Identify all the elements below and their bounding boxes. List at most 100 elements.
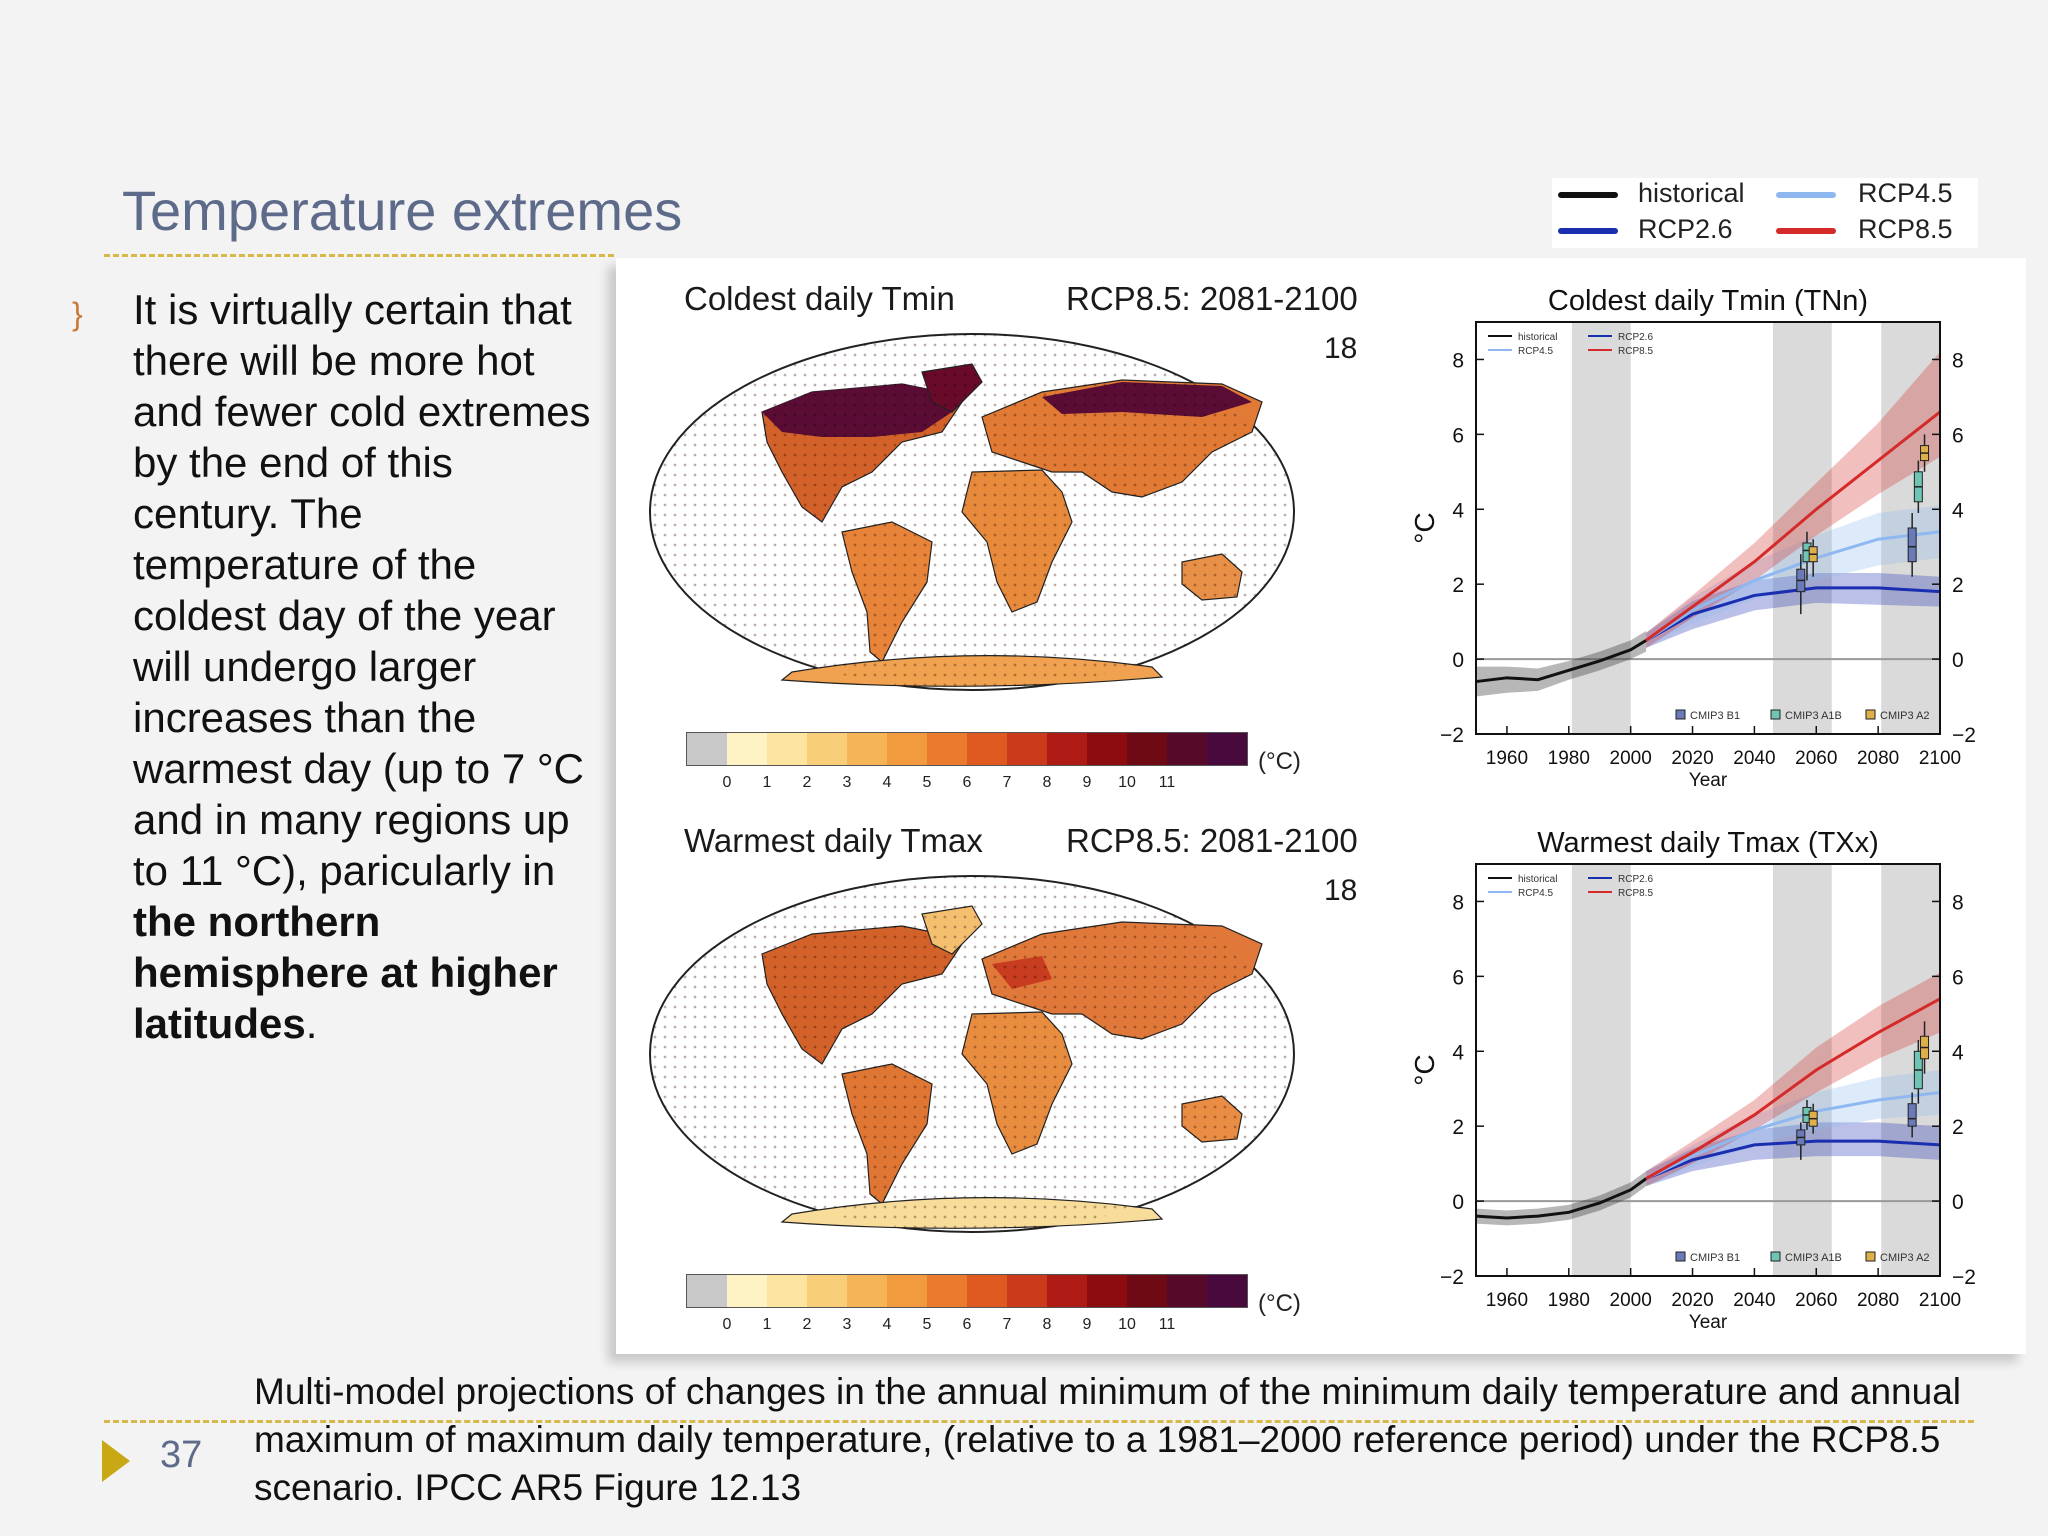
body-text-end: .	[305, 1000, 318, 1047]
box-legend-label: CMIP3 A2	[1880, 1252, 1930, 1264]
colorbar-swatch	[1207, 1275, 1247, 1307]
series-line	[1475, 1177, 1648, 1220]
colorbar-swatch	[1047, 733, 1087, 765]
y-tick-label-right: −2	[1952, 724, 1976, 747]
colorbar-swatch	[927, 1275, 967, 1307]
colorbar-tick-label: 8	[1042, 1316, 1052, 1333]
colorbar-swatch	[1167, 733, 1207, 765]
x-tick-label: 2040	[1733, 1290, 1775, 1311]
plot-frame	[1475, 863, 1941, 1277]
x-tick-label: 2000	[1610, 1290, 1652, 1311]
box-plot	[1907, 1103, 1917, 1127]
y-tick-label-right: −2	[1952, 1266, 1976, 1289]
series-legend: historical RCP2.6 RCP4.5 RCP8.5	[1552, 178, 1978, 248]
x-tick-label: 2100	[1919, 1290, 1961, 1311]
box-legend-label: CMIP3 B1	[1690, 710, 1740, 722]
y-tick-label: 0	[1452, 1191, 1464, 1214]
colorbar-swatch	[847, 733, 887, 765]
legend-historical-swatch	[1558, 192, 1618, 198]
y-tick-label: 6	[1452, 966, 1464, 989]
slide-title: Temperature extremes	[122, 179, 683, 242]
series-line	[1475, 639, 1647, 684]
colorbar-swatch	[727, 733, 767, 765]
x-tick-label: 1980	[1548, 1290, 1590, 1311]
box-legend-swatch	[1770, 1251, 1781, 1262]
colorbar-swatch	[687, 733, 727, 765]
colorbar-tick-label: 0	[722, 774, 732, 791]
x-tick-label: 2060	[1795, 748, 1837, 769]
reference-period-band	[1772, 864, 1832, 1276]
chart-warmest-txx: Warmest daily Tmax (TXx) −2 −2 0 0 2 2 4 4 6 6 8 8 19…	[1410, 827, 1976, 1333]
inner-legend-label: historical	[1518, 874, 1557, 885]
inner-legend-label: RCP4.5	[1518, 888, 1553, 899]
colorbar-tick-label: 10	[1118, 774, 1136, 791]
series-range-band	[1646, 1070, 1940, 1187]
legend-rcp26-swatch	[1558, 228, 1618, 234]
colorbar-swatch	[1007, 733, 1047, 765]
series-line	[1645, 410, 1941, 642]
plot-frame	[1475, 321, 1941, 735]
colorbar-tick-label: 7	[1002, 774, 1012, 791]
series-range-band	[1476, 1171, 1647, 1226]
figure-frame: Coldest daily Tmin RCP8.5: 2081-2100 18 …	[616, 258, 2026, 1354]
body-text-part: It is virtually certain that there will …	[133, 286, 591, 894]
colorbar-swatch	[887, 733, 927, 765]
box-legend-swatch	[1675, 709, 1686, 720]
box-legend-label: CMIP3 A2	[1880, 710, 1930, 722]
colorbar-swatch	[767, 733, 807, 765]
colorbar-tick-label: 11	[1158, 774, 1176, 791]
series-line	[1645, 997, 1941, 1180]
series-line	[1645, 1139, 1941, 1181]
y-tick-label: 4	[1452, 499, 1464, 522]
colorbar-tick-label: 9	[1082, 1316, 1092, 1333]
legend-rcp85-swatch	[1776, 228, 1836, 234]
colorbar-swatch	[1087, 1275, 1127, 1307]
x-tick-label: 2040	[1733, 748, 1775, 769]
colorbar-swatch	[767, 1275, 807, 1307]
colorbar-tick-label: 8	[1042, 774, 1052, 791]
panel-number-coldest: 18	[1324, 332, 1358, 365]
x-tick-label: 2080	[1857, 1290, 1899, 1311]
box-legend-swatch	[1865, 709, 1876, 720]
series-range-band	[1646, 505, 1940, 648]
chart-coldest-tnn: Coldest daily Tmin (TNn) −2 −2 0 0 2 2 4 4 6 6 8 8 19…	[1410, 285, 1976, 791]
map-scenario-coldest: RCP8.5: 2081-2100	[1066, 280, 1358, 317]
colorbar-ticks-warmest: 0 1 2 3 4 5 6 7 8 9 10 11	[686, 1316, 1246, 1336]
y-tick-label: 8	[1452, 349, 1464, 372]
box-legend-swatch	[1675, 1251, 1686, 1262]
colorbar-tick-label: 2	[802, 1316, 812, 1333]
colorbar-tick-label: 6	[962, 774, 972, 791]
reference-period-band	[1772, 322, 1832, 734]
colorbar-tick-label: 3	[842, 1316, 852, 1333]
x-tick-label: 2020	[1671, 748, 1713, 769]
y-tick-label: 8	[1452, 891, 1464, 914]
x-tick-label: 2080	[1857, 748, 1899, 769]
series-line	[1645, 1090, 1941, 1180]
colorbar-swatch	[1007, 1275, 1047, 1307]
x-tick-label: 2020	[1671, 1290, 1713, 1311]
colorbar-swatch	[1047, 1275, 1087, 1307]
y-tick-label: 2	[1452, 1116, 1464, 1139]
colorbar-swatch	[967, 1275, 1007, 1307]
colorbar-tick-label: 3	[842, 774, 852, 791]
colorbar-swatch	[1127, 1275, 1167, 1307]
map-title-warmest: Warmest daily Tmax	[684, 822, 983, 859]
legend-rcp45-swatch	[1776, 192, 1836, 198]
y-tick-label-right: 0	[1952, 1191, 1964, 1214]
colorbar-tick-label: 1	[762, 774, 772, 791]
y-tick-label: −2	[1440, 1266, 1464, 1289]
colorbar-unit-warmest: (°C)	[1258, 1290, 1301, 1317]
colorbar-tick-label: 9	[1082, 774, 1092, 791]
colorbar-swatch	[887, 1275, 927, 1307]
y-axis-label: °C	[1410, 1054, 1440, 1085]
colorbar-coldest	[686, 732, 1248, 766]
bullet-swirl-icon: }	[72, 296, 83, 332]
y-tick-label-right: 2	[1952, 574, 1964, 597]
y-tick-label-right: 8	[1952, 349, 1964, 372]
box-legend-label: CMIP3 B1	[1690, 1252, 1740, 1264]
series-range-band	[1646, 972, 1940, 1187]
colorbar-tick-label: 5	[922, 1316, 932, 1333]
colorbar-tick-label: 7	[1002, 1316, 1012, 1333]
y-tick-label: 6	[1452, 424, 1464, 447]
world-map-warmest	[649, 875, 1295, 1233]
